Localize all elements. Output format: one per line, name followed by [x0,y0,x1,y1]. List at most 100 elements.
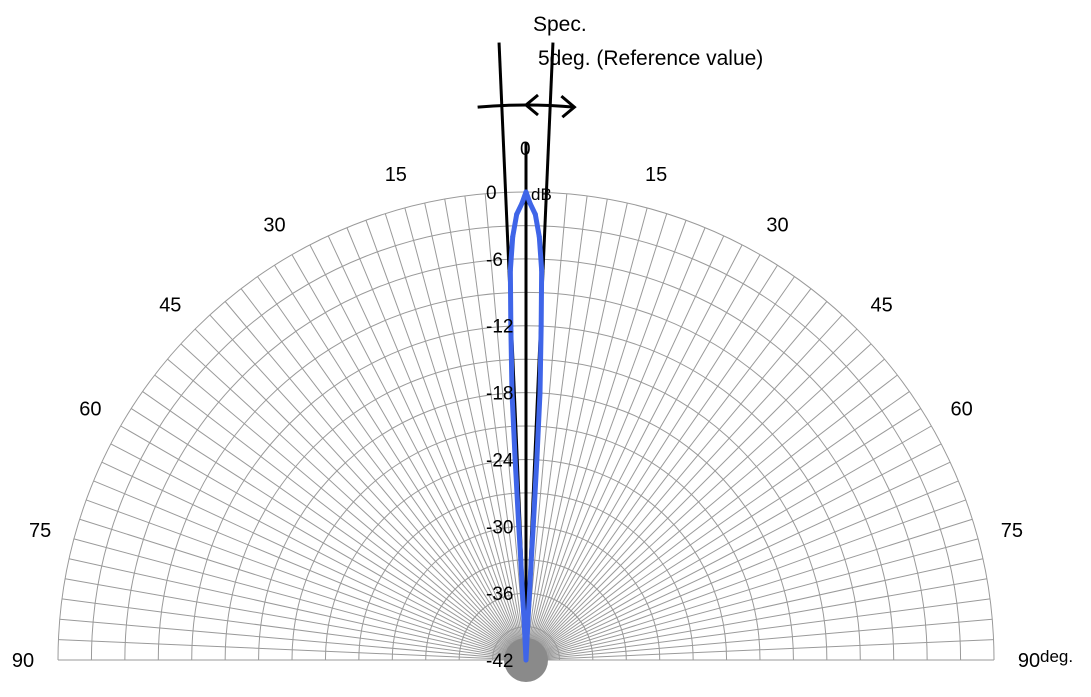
grid-spoke [525,227,706,661]
spec-arrow-right [560,94,577,119]
series-layer [507,189,545,663]
series-point [525,624,531,630]
radial-tick-label: -24 [486,450,514,471]
grid-spoke [525,408,921,661]
grid-spoke [525,558,984,661]
grid-spoke [525,220,687,661]
series-point [530,523,536,529]
radial-tick-label: -36 [486,584,513,605]
grid-spoke [79,518,527,661]
grid-spoke [194,328,527,661]
radial-tick-label: -42 [486,651,513,672]
angle-tick-label: 60 [79,399,101,421]
grid-spoke [525,213,668,661]
series-point [528,557,534,563]
grid-spoke [384,213,527,661]
series-point [518,557,524,563]
series-point [507,267,513,273]
grid-spoke [525,199,608,661]
grid-spoke [525,328,858,661]
grid-spoke [154,374,527,661]
grid-spoke [120,425,527,661]
grid-spoke [209,314,527,661]
grid-spoke [58,639,527,661]
grid-spoke [484,193,527,661]
grid-spoke [93,480,527,661]
grid-spoke [525,443,942,661]
spec-arrow-left [523,93,539,117]
series-point [526,590,532,596]
radial-top-label: 0 [520,139,531,160]
grid-spoke [525,461,951,661]
series-point [527,200,533,206]
angle-tick-label: 75 [29,520,51,542]
grid-spoke [525,276,795,661]
grid-spoke [365,220,527,661]
angle-tick-label: 90 [1018,650,1040,672]
grid-spoke [73,538,527,661]
angle-tick-label: 15 [645,164,667,186]
grid-spoke [525,244,743,661]
grid-spoke [327,235,527,661]
angle-tick-label: 75 [1001,520,1023,542]
grid-spoke [525,195,588,661]
series-point [516,523,522,529]
grid-spoke [424,202,527,661]
grid-spoke [444,199,527,661]
series-point [538,323,544,329]
radial-tick-label: -6 [486,250,503,271]
angle-tick-label: 45 [871,294,893,316]
grid-spoke [240,288,527,661]
grid-spoke [525,207,648,661]
grid-spoke [464,195,527,661]
series-point [509,390,515,396]
series-point [534,457,540,463]
grid-spoke [110,443,527,661]
grid-spoke [525,314,843,661]
grid-spoke [525,480,959,661]
series-point [539,267,545,273]
angle-tick-label: 30 [766,214,788,236]
grid-spoke [525,499,966,661]
labels-layer: Spec. 5deg. (Reference value) dB deg. 0 -… [12,13,1073,672]
grid-spoke [525,202,628,661]
series-point [508,323,514,329]
grid-spoke [101,461,527,661]
grid-spoke [346,227,527,661]
series-point [514,211,520,217]
grid-spoke [167,358,527,661]
grid-spoke [525,425,932,661]
grid-spoke [274,265,527,661]
series-point [519,200,525,206]
series-point [523,657,529,663]
grid-spoke [525,598,991,661]
series-point [510,234,516,240]
grid-spoke [525,343,872,661]
grid-spoke [59,618,527,661]
series-point [532,211,538,217]
grid-spoke [309,244,527,661]
chart-subtitle: 5deg. (Reference value) [538,47,763,70]
grid-spoke [525,235,725,661]
chart-title: Spec. [533,13,587,36]
angle-tick-label: 15 [385,164,407,186]
grid-spoke [525,374,898,661]
grid-spoke [86,499,527,661]
grid-spoke [525,358,885,661]
series-point [537,390,543,396]
grid-spoke [525,538,979,661]
grid-spoke [257,276,527,661]
grid-spoke [525,639,994,661]
grid-spoke [525,265,778,661]
grid-spoke [525,618,993,661]
grid-spoke [61,598,527,661]
grid-spoke [68,558,527,661]
grid-spoke [525,301,828,661]
angle-tick-label: 30 [263,214,285,236]
angle-tick-label: 45 [159,294,181,316]
radial-unit-label: dB [531,185,552,204]
series-point [520,590,526,596]
angle-tick-label: 60 [950,399,972,421]
angle-tick-label: 90 [12,650,34,672]
